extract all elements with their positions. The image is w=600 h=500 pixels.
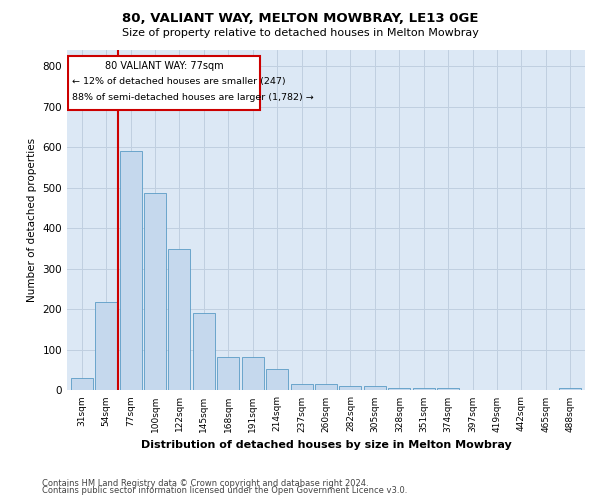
- Bar: [193, 314, 215, 390]
- Bar: [315, 384, 337, 390]
- X-axis label: Distribution of detached houses by size in Melton Mowbray: Distribution of detached houses by size …: [140, 440, 511, 450]
- Text: ← 12% of detached houses are smaller (247): ← 12% of detached houses are smaller (24…: [72, 77, 286, 86]
- Bar: [340, 386, 361, 390]
- Bar: [437, 388, 459, 390]
- Bar: [413, 388, 435, 390]
- Bar: [119, 152, 142, 390]
- Bar: [290, 384, 313, 390]
- Bar: [364, 386, 386, 390]
- Text: 88% of semi-detached houses are larger (1,782) →: 88% of semi-detached houses are larger (…: [72, 92, 314, 102]
- Text: Contains HM Land Registry data © Crown copyright and database right 2024.: Contains HM Land Registry data © Crown c…: [42, 478, 368, 488]
- Bar: [169, 248, 190, 390]
- Bar: [144, 192, 166, 390]
- Y-axis label: Number of detached properties: Number of detached properties: [27, 138, 37, 302]
- Text: 80 VALIANT WAY: 77sqm: 80 VALIANT WAY: 77sqm: [105, 61, 223, 71]
- Bar: [266, 370, 288, 390]
- Bar: [217, 357, 239, 390]
- Bar: [242, 357, 264, 390]
- Bar: [71, 378, 92, 390]
- Text: Contains public sector information licensed under the Open Government Licence v3: Contains public sector information licen…: [42, 486, 407, 495]
- Text: Size of property relative to detached houses in Melton Mowbray: Size of property relative to detached ho…: [122, 28, 478, 38]
- Text: 80, VALIANT WAY, MELTON MOWBRAY, LE13 0GE: 80, VALIANT WAY, MELTON MOWBRAY, LE13 0G…: [122, 12, 478, 26]
- Bar: [559, 388, 581, 390]
- Bar: [388, 388, 410, 390]
- FancyBboxPatch shape: [68, 56, 260, 110]
- Bar: [95, 302, 117, 390]
